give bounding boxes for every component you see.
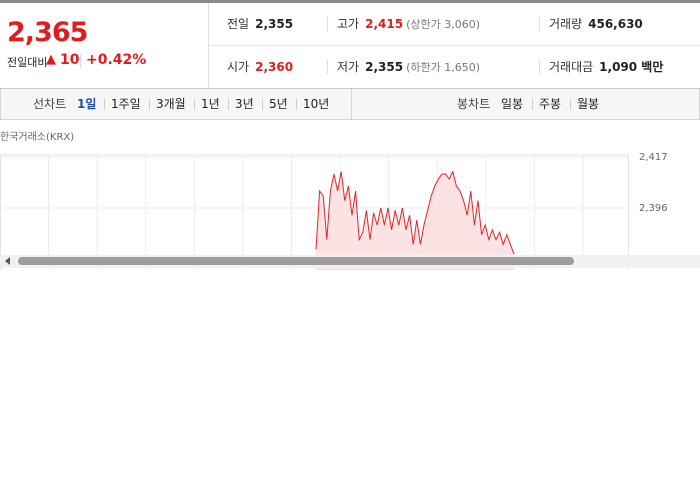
scroll-arrow <box>5 257 10 265</box>
stat: 고가 2,415 (상한가 3,060) <box>337 3 480 45</box>
tab[interactable]: 1년 <box>201 97 220 111</box>
separator <box>327 17 328 31</box>
top-bar <box>0 0 700 3</box>
plot-border <box>0 154 629 270</box>
separator <box>296 99 297 110</box>
tab[interactable]: 10년 <box>303 97 330 111</box>
stat-value: 2,415 <box>365 17 404 31</box>
quote-panel: 2,365 전일대비 ▲ 10 +0.42% 전일 2,355 고가 2,415 (상한… <box>0 3 700 89</box>
separator <box>228 99 229 110</box>
stat-label: 저가 <box>337 60 360 74</box>
tab[interactable]: 3개월 <box>156 97 186 111</box>
stat-extra: (상한가 3,060) <box>406 18 480 31</box>
stat-value: 456,630 <box>588 17 643 31</box>
stat: 거래대금 1,090 백만 <box>549 46 663 88</box>
separator <box>80 54 81 68</box>
price: 2,365 <box>7 17 88 48</box>
stat-value: 2,355 <box>255 17 294 31</box>
tab[interactable]: 1일 <box>77 97 97 111</box>
price-box: 2,365 전일대비 ▲ 10 +0.42% <box>0 3 209 88</box>
tab[interactable]: 1주일 <box>111 97 141 111</box>
y-tick-label: 2,417 <box>639 152 668 163</box>
stat-label: 거래량 <box>549 17 583 31</box>
stat-label: 고가 <box>337 17 360 31</box>
stat: 시가 2,360 <box>227 46 293 88</box>
stats-row: 전일 2,355 고가 2,415 (상한가 3,060) 거래량 456,630 <box>209 3 700 46</box>
stat-label: 전일 <box>227 17 250 31</box>
stat-value: 2,355 <box>365 60 404 74</box>
area <box>316 171 514 270</box>
separator <box>570 99 571 110</box>
separator <box>104 99 105 110</box>
tab-group-label: 봉차트 <box>457 97 491 111</box>
separator <box>262 99 263 110</box>
tab[interactable]: 5년 <box>269 97 288 111</box>
divider <box>351 89 352 119</box>
change-label: 전일대비 <box>7 56 48 69</box>
separator <box>539 17 540 31</box>
tab-bar: 선차트 1일 1주일 3개월 1년 3년 5년 10년 봉차트 일봉 주봉 월봉 <box>0 89 700 120</box>
change: 10 <box>60 52 80 68</box>
tab[interactable]: 주봉 <box>539 97 562 111</box>
tab-group-label: 선차트 <box>33 97 67 111</box>
stat: 저가 2,355 (하한가 1,650) <box>337 46 480 88</box>
stat-extra: (하한가 1,650) <box>406 61 480 74</box>
stat: 전일 2,355 <box>227 3 293 45</box>
stat: 거래량 456,630 <box>549 3 643 45</box>
scroll-thumb <box>18 257 574 265</box>
tab[interactable]: 월봉 <box>577 97 600 111</box>
separator <box>327 60 328 74</box>
y-tick-label: 2,396 <box>639 203 668 214</box>
change-arrow: ▲ <box>46 52 56 67</box>
stat-label: 거래대금 <box>549 60 594 74</box>
stats-row: 시가 2,360 저가 2,355 (하한가 1,650) 거래대금 1,090 백만 <box>209 46 700 88</box>
separator <box>532 99 533 110</box>
tab[interactable]: 3년 <box>235 97 254 111</box>
change-rate: +0.42% <box>86 52 147 68</box>
separator <box>194 99 195 110</box>
stat-label: 시가 <box>227 60 250 74</box>
separator <box>539 60 540 74</box>
stat-value: 1,090 백만 <box>599 60 664 74</box>
stat-value: 2,360 <box>255 60 294 74</box>
chart-subtitle: 한국거래소(KRX) <box>0 131 74 143</box>
price-line <box>315 170 515 255</box>
separator <box>149 99 150 110</box>
tab[interactable]: 일봉 <box>501 97 524 111</box>
